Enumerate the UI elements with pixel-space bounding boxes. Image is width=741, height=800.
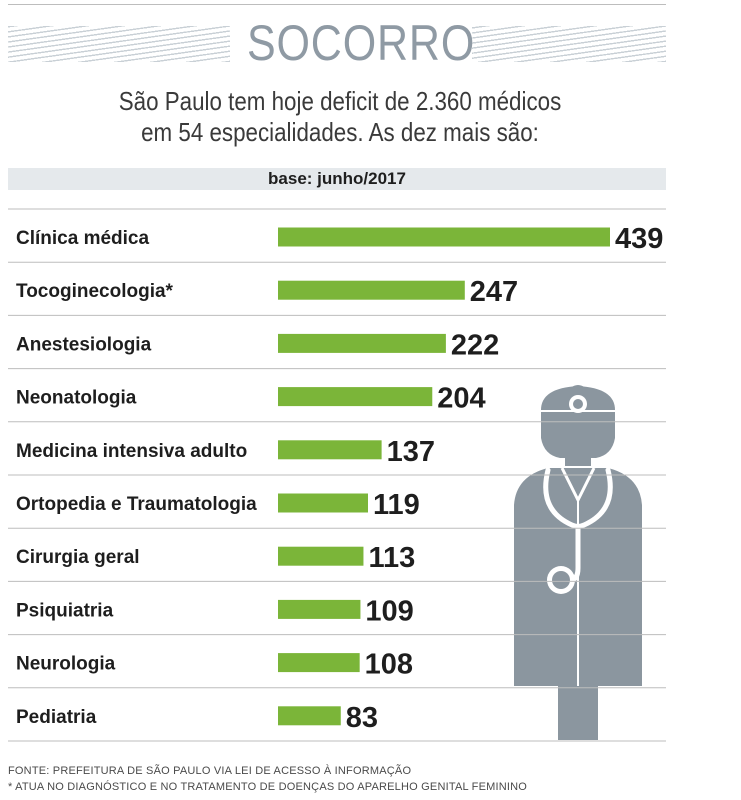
doctor-stethoscope-icon [514,385,642,740]
bar [278,440,382,460]
value-label: 222 [451,329,499,361]
value-label: 439 [615,223,663,255]
top-rule [8,4,666,5]
bar [278,546,364,566]
category-label: Pediatria [16,707,97,728]
title-hatch-right [472,26,666,62]
subtitle-line-2: em 54 especialidades. As dez mais são: [141,117,539,147]
title-hatch-left [8,26,230,62]
bar [278,280,465,300]
base-band [8,168,666,190]
base-label: base: junho/2017 [268,169,406,188]
category-label: Ortopedia e Traumatologia [16,494,257,515]
source-note: FONTE: PREFEITURA DE SÃO PAULO VIA LEI D… [8,765,412,777]
chart-title: SOCORRO [246,15,476,71]
category-label: Tocoginecologia* [16,281,174,302]
bar [278,227,610,247]
category-label: Anestesiologia [16,334,152,355]
category-label: Cirurgia geral [16,547,140,568]
value-label: 83 [346,702,378,734]
bar [278,599,361,619]
bar [278,706,341,726]
bar [278,387,433,407]
category-label: Psiquiatria [16,600,114,621]
value-label: 247 [470,276,518,308]
value-label: 119 [373,489,420,521]
value-label: 137 [387,436,435,468]
category-label: Neonatologia [16,388,137,409]
value-label: 113 [368,542,415,574]
category-label: Neurologia [16,654,116,675]
value-label: 204 [437,383,485,415]
subtitle-line-1: São Paulo tem hoje deficit de 2.360 médi… [118,86,562,116]
bar [278,653,360,673]
bar [278,333,446,353]
footnote-asterisk: * ATUA NO DIAGNÓSTICO E NO TRATAMENTO DE… [8,781,528,793]
category-label: Clínica médica [16,228,149,249]
category-label: Medicina intensiva adulto [16,441,247,462]
chart-rows: Clínica médica 439 Tocoginecologia* 247 Anes… [8,208,666,734]
bar [278,493,368,513]
value-label: 108 [365,649,413,681]
value-label: 109 [365,595,413,627]
